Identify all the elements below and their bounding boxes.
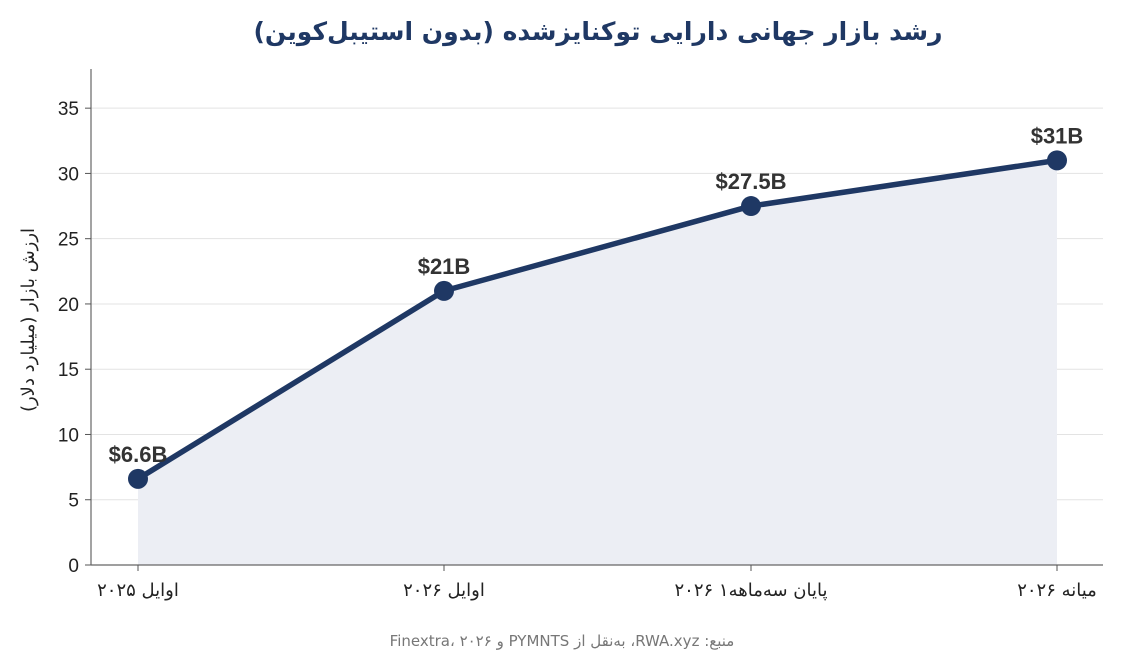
y-tick-label: 5 (68, 491, 79, 512)
data-point (741, 196, 761, 217)
data-point (434, 280, 454, 301)
x-ticks: اوایل ۲۰۲۵ اوایل ۲۰۲۶ پایان سه‌ماهه۱ ۲۰۲۶ م… (97, 565, 1097, 601)
y-ticks: 0 5 10 15 20 25 30 35 (58, 99, 91, 577)
y-tick-label: 20 (58, 295, 79, 316)
y-tick-label: 30 (58, 164, 79, 185)
y-axis-label: ارزش بازار (میلیارد دلار) (18, 228, 39, 412)
data-points (128, 150, 1067, 489)
chart-title: رشد بازار جهانی دارایی توکنایزشده (بدون … (253, 17, 942, 47)
data-label: $31B (1031, 123, 1084, 148)
x-tick-label: میانه ۲۰۲۶ (1017, 580, 1097, 601)
data-labels: $6.6B $21B $27.5B $31B (109, 123, 1084, 466)
data-point (1047, 150, 1067, 171)
data-label: $27.5B (716, 169, 787, 194)
y-tick-label: 0 (68, 556, 79, 577)
x-tick-label: اوایل ۲۰۲۵ (97, 580, 179, 601)
data-label: $21B (418, 254, 471, 279)
x-tick-label: اوایل ۲۰۲۶ (403, 580, 485, 601)
area-fill (138, 160, 1057, 566)
y-tick-label: 35 (58, 99, 79, 120)
y-tick-label: 25 (58, 230, 79, 251)
source-note: منبع: RWA.xyz، به‌نقل از PYMNTS و ۲۰۲۶ ،… (390, 632, 735, 650)
x-tick-label: پایان سه‌ماهه۱ ۲۰۲۶ (674, 580, 827, 601)
data-label: $6.6B (109, 442, 168, 467)
data-point (128, 468, 148, 489)
y-tick-label: 15 (58, 360, 79, 381)
axes (90, 69, 1103, 566)
series-line (135, 157, 1060, 482)
y-tick-label: 10 (58, 425, 79, 446)
